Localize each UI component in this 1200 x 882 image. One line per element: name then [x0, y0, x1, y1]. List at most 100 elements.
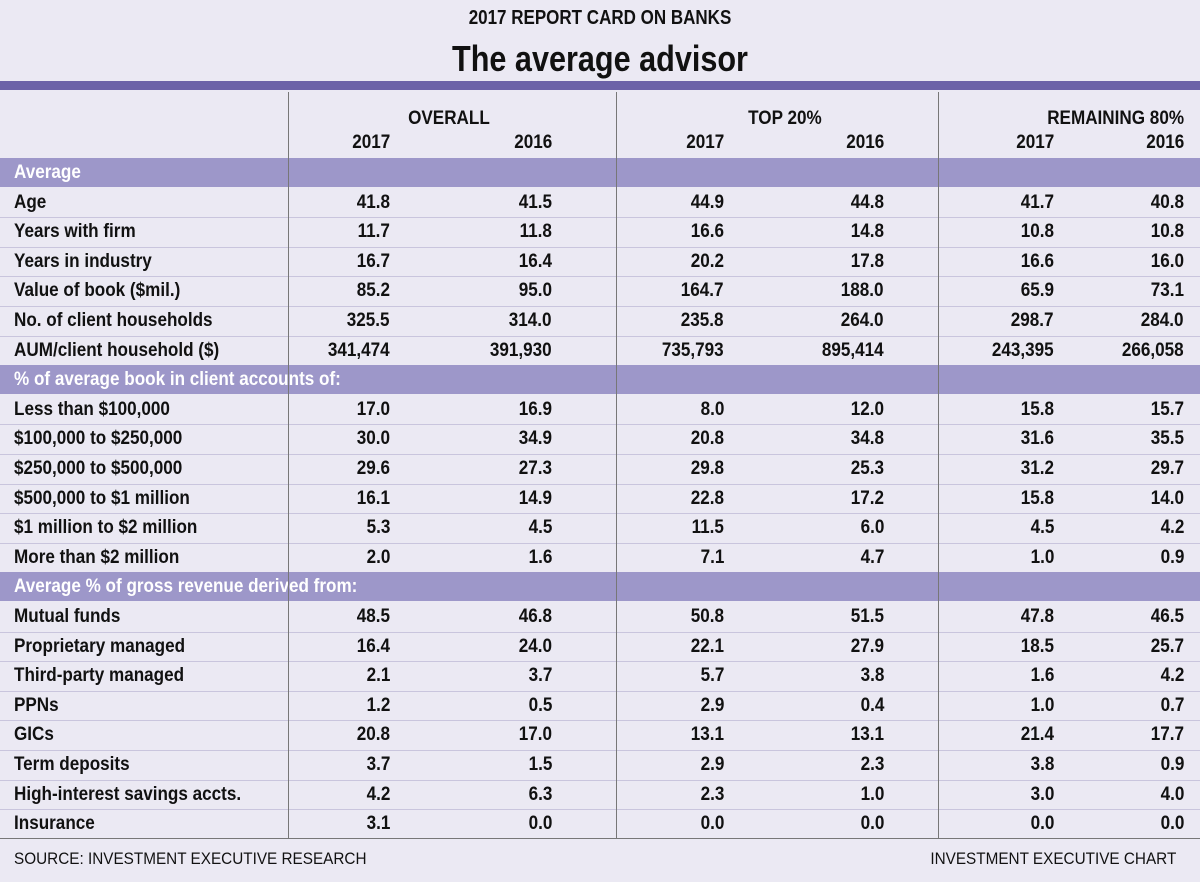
row-label: $100,000 to $250,000 — [14, 428, 183, 450]
title-rule — [0, 81, 1200, 90]
cell-value: 735,793 — [662, 339, 724, 361]
cell-value: 4.5 — [528, 517, 552, 539]
cell-value: 15.7 — [1150, 398, 1184, 420]
row-label: AUM/client household ($) — [14, 339, 220, 361]
cell-value: 41.8 — [356, 191, 390, 213]
cell-value: 16.1 — [356, 487, 390, 509]
row-line — [0, 454, 1200, 455]
row-label: No. of client households — [14, 310, 213, 331]
cell-value: 0.0 — [1030, 813, 1054, 835]
cell-value: 27.3 — [518, 458, 552, 479]
row-line — [0, 779, 1200, 781]
section-label: % of average book in client accounts of: — [14, 369, 341, 391]
cell-value: 17.0 — [518, 724, 552, 746]
cell-value: 4.0 — [1160, 783, 1184, 805]
cell-value: 31.2 — [1020, 458, 1054, 479]
cell-value: 35.5 — [1150, 428, 1184, 450]
row-line — [0, 246, 1200, 248]
section-label: Average % of gross revenue derived from: — [14, 576, 358, 598]
cell-value: 29.6 — [356, 458, 390, 479]
cell-value: 13.1 — [850, 724, 884, 746]
row-line — [0, 720, 1200, 722]
group-label: TOP 20% — [748, 108, 822, 129]
cell-value: 325.5 — [347, 310, 390, 331]
cell-value: 264.0 — [841, 310, 884, 331]
cell-value: 40.8 — [1150, 191, 1184, 213]
cell-value: 95.0 — [518, 280, 552, 302]
cell-value: 0.5 — [528, 694, 552, 716]
cell-value: 4.2 — [366, 783, 390, 805]
cell-value: 27.9 — [850, 635, 884, 657]
cell-value: 1.2 — [366, 694, 390, 716]
column-separator — [938, 92, 939, 838]
cell-value: 0.0 — [1160, 813, 1184, 835]
row-label: Value of book ($mil.) — [14, 280, 181, 302]
row-line — [0, 809, 1200, 811]
column-separator — [288, 92, 289, 838]
row-line — [0, 513, 1200, 515]
cell-value: 31.6 — [1020, 428, 1054, 450]
cell-value: 2.9 — [700, 754, 724, 775]
cell-value: 0.0 — [700, 813, 724, 835]
row-label: Less than $100,000 — [14, 398, 170, 420]
cell-value: 20.8 — [356, 724, 390, 746]
cell-value: 18.5 — [1020, 635, 1054, 657]
cell-value: 5.3 — [366, 517, 390, 539]
year-label: 2017 — [1015, 132, 1054, 153]
cell-value: 15.8 — [1020, 487, 1054, 509]
cell-value: 14.0 — [1150, 487, 1184, 509]
row-label: PPNs — [14, 694, 59, 716]
cell-value: 4.2 — [1160, 665, 1184, 687]
cell-value: 34.9 — [518, 428, 552, 450]
row-line — [0, 306, 1200, 307]
cell-value: 44.8 — [850, 191, 884, 213]
credit: INVESTMENT EXECUTIVE CHART — [930, 849, 1176, 868]
cell-value: 29.8 — [690, 458, 724, 479]
cell-value: 20.2 — [690, 250, 724, 272]
group-label: OVERALL — [408, 108, 490, 129]
row-line — [0, 483, 1200, 485]
section-band — [0, 572, 1200, 601]
cell-value: 48.5 — [356, 606, 390, 627]
cell-value: 25.3 — [850, 458, 884, 479]
cell-value: 46.8 — [518, 606, 552, 627]
cell-value: 73.1 — [1150, 280, 1184, 302]
cell-value: 1.0 — [1030, 694, 1054, 716]
cell-value: 21.4 — [1020, 724, 1054, 746]
kicker: 2017 REPORT CARD ON BANKS — [468, 7, 732, 29]
cell-value: 20.8 — [690, 428, 724, 450]
cell-value: 188.0 — [841, 280, 884, 302]
cell-value: 2.0 — [366, 546, 390, 568]
cell-value: 16.6 — [1020, 250, 1054, 272]
cell-value: 24.0 — [518, 635, 552, 657]
cell-value: 50.8 — [690, 606, 724, 627]
cell-value: 16.4 — [356, 635, 390, 657]
cell-value: 391,930 — [490, 339, 552, 361]
cell-value: 8.0 — [700, 398, 724, 420]
row-label: High-interest savings accts. — [14, 783, 242, 805]
cell-value: 7.1 — [700, 546, 724, 568]
cell-value: 284.0 — [1141, 310, 1184, 331]
cell-value: 1.0 — [1030, 546, 1054, 568]
cell-value: 16.7 — [356, 250, 390, 272]
row-line — [0, 750, 1200, 751]
row-label: Proprietary managed — [14, 635, 186, 657]
cell-value: 16.4 — [518, 250, 552, 272]
cell-value: 11.5 — [691, 517, 724, 539]
section-band — [0, 365, 1200, 394]
row-label: Years with firm — [14, 221, 136, 243]
row-label: $1 million to $2 million — [14, 517, 198, 539]
row-label: Years in industry — [14, 250, 152, 272]
cell-value: 3.8 — [860, 665, 884, 687]
cell-value: 17.8 — [850, 250, 884, 272]
cell-value: 6.0 — [860, 517, 884, 539]
cell-value: 85.2 — [356, 280, 390, 302]
cell-value: 314.0 — [509, 310, 552, 331]
cell-value: 266,058 — [1122, 339, 1184, 361]
cell-value: 1.0 — [860, 783, 884, 805]
cell-value: 11.7 — [357, 221, 390, 243]
cell-value: 0.0 — [528, 813, 552, 835]
row-line — [0, 690, 1200, 692]
year-label: 2017 — [685, 132, 724, 153]
row-label: Third-party managed — [14, 665, 185, 687]
